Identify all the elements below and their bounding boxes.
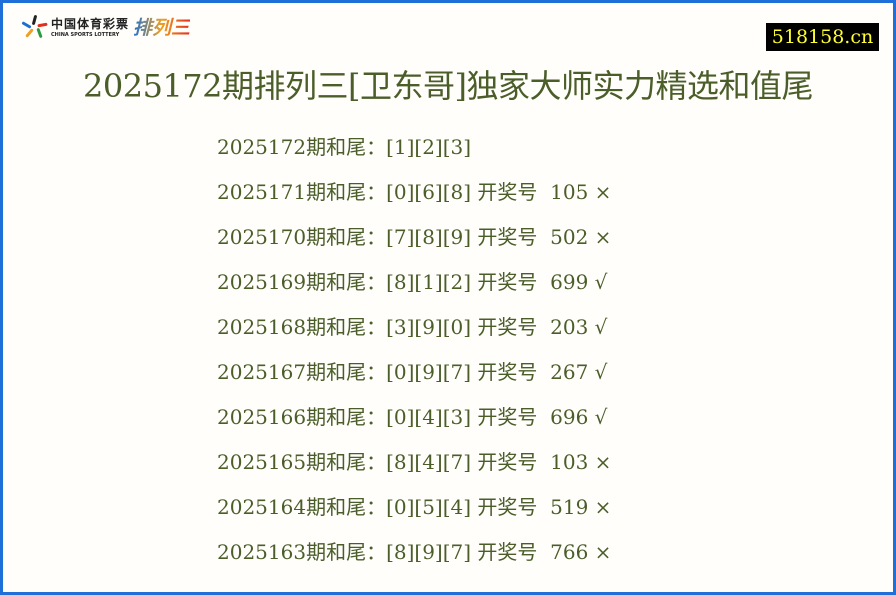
list-item: 2025170期和尾：[7][8][9] 开奖号 502 × [217,225,612,249]
list-item: 2025167期和尾：[0][9][7] 开奖号 267 √ [217,360,608,384]
page-title: 2025172期排列三[卫东哥]独家大师实力精选和值尾 [83,67,814,105]
list-item: 2025169期和尾：[8][1][2] 开奖号 699 √ [217,270,608,294]
list-item: 2025171期和尾：[0][6][8] 开奖号 105 × [217,180,612,204]
lottery-star-icon [21,14,48,39]
logo-cn-text: 中国体育彩票 [51,17,130,31]
site-badge: 518158.cn [766,23,879,51]
list-item: 2025165期和尾：[8][4][7] 开奖号 103 × [217,450,612,474]
prediction-list: 2025172期和尾：[1][2][3] 2025171期和尾：[0][6][8… [217,131,611,581]
list-item: 2025164期和尾：[0][5][4] 开奖号 519 × [217,495,612,519]
list-item: 2025172期和尾：[1][2][3] [217,135,472,159]
list-item: 2025163期和尾：[8][9][7] 开奖号 766 × [217,540,612,564]
logo-game-name: 排列三 [133,13,190,40]
logo-en-text: CHINA SPORTS LOTTERY [51,32,120,38]
list-item: 2025168期和尾：[3][9][0] 开奖号 203 √ [217,315,608,339]
list-item: 2025166期和尾：[0][4][3] 开奖号 696 √ [217,405,608,429]
china-sports-lottery-logo: 中国体育彩票 CHINA SPORTS LOTTERY 排列三 [21,13,190,40]
